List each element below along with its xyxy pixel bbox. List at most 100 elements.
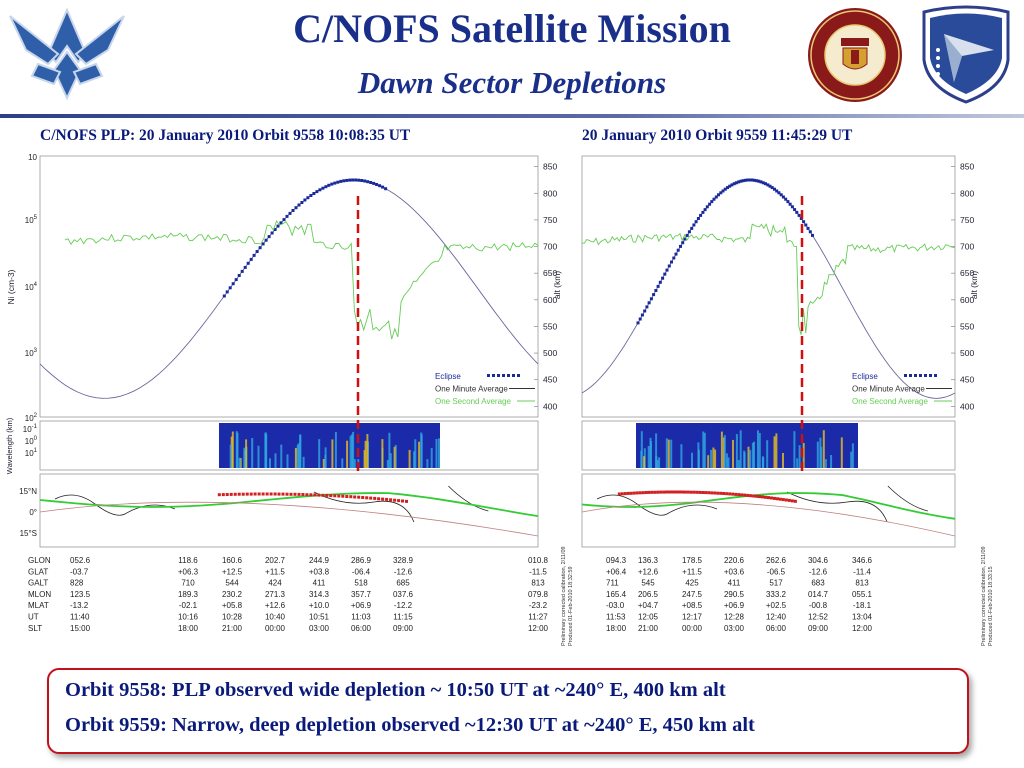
table-cell: 03:00	[724, 624, 745, 633]
eclipse-marker	[755, 179, 759, 183]
orbit-eclipse-marker	[778, 497, 782, 501]
eclipse-marker	[773, 187, 776, 191]
orbit-eclipse-marker	[361, 496, 365, 499]
eclipse-marker	[333, 181, 337, 185]
alt-axis-label: alt (km)	[552, 271, 562, 300]
eclipse-marker	[712, 197, 716, 201]
alt-tick-label: 450	[960, 375, 974, 385]
orbit-eclipse-marker	[647, 490, 651, 494]
eclipse-marker	[676, 248, 680, 252]
eclipse-marker	[297, 203, 301, 207]
table-cell: 00:00	[265, 624, 286, 633]
orbit-eclipse-marker	[638, 491, 642, 495]
table-row-label: GLAT	[28, 567, 48, 576]
eclipse-marker	[288, 211, 292, 215]
table-cell: 206.5	[638, 590, 659, 599]
orbit-eclipse-marker	[349, 495, 353, 499]
table-cell: 12:40	[766, 613, 787, 622]
table-cell: 828	[70, 579, 84, 588]
calibration-note: Preliminary corrected calibration, 2/11/…	[561, 546, 567, 646]
orbit-eclipse-marker	[755, 494, 759, 498]
spectrogram-burst	[775, 433, 778, 468]
alt-tick-label: 700	[960, 242, 974, 252]
spectrogram-burst	[796, 458, 799, 468]
orbit-eclipse-marker	[233, 492, 237, 496]
spectrogram-burst	[720, 431, 723, 468]
legend-label: One Minute Average	[435, 385, 508, 394]
orbit-eclipse-marker	[671, 490, 675, 494]
right-panel-title: 20 January 2010 Orbit 9559 11:45:29 UT	[582, 127, 853, 144]
table-cell: +06.9	[351, 601, 372, 610]
orbit-eclipse-marker	[309, 493, 313, 497]
spectrogram-burst	[430, 447, 433, 468]
orbit-eclipse-marker	[728, 492, 732, 496]
table-cell: 11:40	[70, 613, 90, 622]
alt-tick-label: 450	[543, 375, 557, 385]
table-cell: +02.5	[766, 601, 787, 610]
table-cell: 411	[313, 579, 326, 588]
eclipse-marker	[708, 202, 712, 206]
table-cell: +06.9	[724, 601, 745, 610]
orbit-eclipse-marker	[229, 492, 233, 496]
eclipse-marker	[737, 180, 741, 184]
calibration-note: Produced 01-Feb-2010 18:32:59	[568, 566, 574, 646]
eclipse-marker	[703, 208, 707, 212]
eclipse-marker	[309, 194, 313, 197]
legend-eclipse-swatch	[492, 374, 495, 377]
header-rule	[0, 114, 1024, 118]
spectrogram-burst	[753, 441, 755, 468]
spectrogram-image	[219, 423, 440, 468]
table-cell: 425	[685, 579, 699, 588]
orbit-eclipse-marker	[337, 494, 341, 498]
orbit-eclipse-marker	[393, 498, 397, 502]
altitude-orbit-line	[581, 179, 956, 399]
spectrogram-burst	[324, 455, 327, 468]
eclipse-marker	[714, 195, 718, 199]
orbit-eclipse-marker	[683, 490, 687, 494]
table-cell: 12:00	[528, 624, 549, 633]
table-cell: 813	[855, 579, 869, 588]
table-cell: +10.0	[309, 601, 330, 610]
eclipse-marker	[369, 181, 373, 184]
spectrogram-burst	[640, 431, 643, 468]
table-cell: 333.2	[766, 590, 787, 599]
spectrogram-burst	[389, 453, 392, 468]
orbit-eclipse-marker	[217, 493, 221, 497]
eclipse-marker	[225, 290, 229, 294]
eclipse-marker	[797, 213, 801, 217]
eclipse-marker	[793, 208, 797, 212]
spectrogram-burst	[793, 431, 796, 468]
eclipse-marker	[372, 181, 376, 185]
orbit-eclipse-marker	[674, 490, 678, 494]
orbit-eclipse-marker	[773, 496, 776, 500]
density-tick-label: 105	[25, 215, 38, 225]
spectrogram-burst	[331, 439, 334, 468]
orbit-eclipse-marker	[752, 494, 756, 498]
alt-tick-label: 600	[960, 295, 974, 305]
spectrogram-burst	[824, 459, 827, 468]
spectrogram-burst	[703, 432, 706, 468]
coastline	[54, 485, 489, 523]
table-cell: 13:04	[852, 613, 873, 622]
orbit-eclipse-marker	[761, 495, 764, 499]
spectrogram-burst	[257, 445, 260, 468]
table-cell: 21:00	[222, 624, 243, 633]
orbit-eclipse-marker	[635, 491, 639, 495]
spectrogram-burst	[747, 446, 750, 468]
spectrogram-burst	[435, 439, 438, 468]
spectrogram-burst	[420, 434, 423, 468]
map-lat-tick-label: 0°	[29, 508, 37, 517]
spectrogram-burst	[707, 455, 710, 468]
spectrogram-burst	[732, 439, 734, 468]
orbit-eclipse-marker	[265, 492, 269, 496]
eclipse-marker	[363, 179, 367, 183]
eclipse-marker	[649, 297, 653, 301]
alt-tick-label: 800	[960, 188, 974, 198]
legend-eclipse-swatch	[497, 374, 500, 377]
orbit-eclipse-marker	[740, 493, 744, 497]
spectrogram-burst	[245, 439, 248, 468]
table-cell: 683	[811, 579, 825, 588]
table-cell: 178.5	[682, 556, 703, 565]
orbit-eclipse-marker	[737, 493, 741, 497]
eclipse-marker	[764, 182, 767, 186]
